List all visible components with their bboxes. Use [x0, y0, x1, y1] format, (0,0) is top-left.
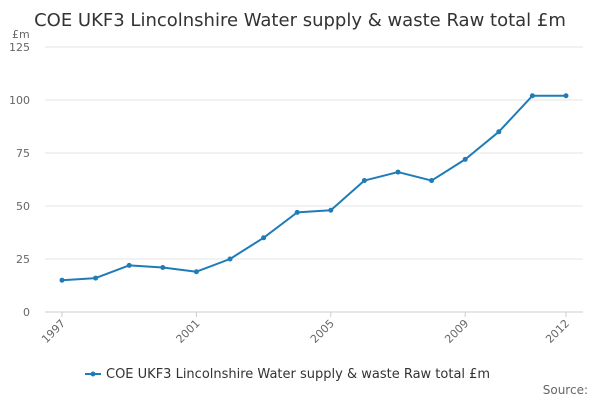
- data-point[interactable]: [261, 235, 267, 241]
- x-tick-label: 1997: [39, 317, 68, 346]
- x-tick-label: 2012: [543, 317, 572, 346]
- legend-point-marker: [90, 371, 96, 377]
- data-point[interactable]: [563, 93, 569, 99]
- x-tick-label: 2005: [308, 317, 337, 346]
- y-axis-label: £m: [12, 28, 30, 41]
- x-tick-label: 2001: [174, 317, 203, 346]
- data-point[interactable]: [361, 178, 367, 184]
- x-tick-label: 2009: [442, 317, 471, 346]
- data-point[interactable]: [193, 269, 199, 275]
- data-point[interactable]: [93, 275, 99, 281]
- data-point[interactable]: [59, 277, 65, 283]
- data-point[interactable]: [429, 178, 435, 184]
- series-line: [61, 94, 566, 282]
- gridlines: [45, 46, 583, 260]
- y-tick-label: 50: [16, 200, 30, 213]
- data-point[interactable]: [328, 207, 334, 213]
- data-point[interactable]: [462, 156, 468, 162]
- data-point[interactable]: [529, 93, 535, 99]
- y-tick-label: 100: [9, 94, 30, 107]
- x-axis-ticks: 1997 2001 2005 2009 2012: [39, 312, 572, 346]
- y-tick-label: 125: [9, 41, 30, 54]
- data-point[interactable]: [294, 209, 300, 215]
- y-tick-label: 0: [23, 306, 30, 319]
- legend-label: COE UKF3 Lincolnshire Water supply & was…: [106, 367, 490, 382]
- chart-title: COE UKF3 Lincolnshire Water supply & was…: [34, 10, 566, 31]
- data-point[interactable]: [126, 262, 132, 268]
- data-point[interactable]: [227, 256, 233, 262]
- data-point[interactable]: [496, 129, 502, 135]
- data-point[interactable]: [160, 264, 166, 270]
- y-tick-label: 25: [16, 253, 30, 266]
- series-group: [59, 93, 569, 283]
- y-tick-label: 75: [16, 147, 30, 160]
- source-label: Source:: [543, 383, 588, 397]
- data-point[interactable]: [395, 169, 401, 175]
- legend[interactable]: COE UKF3 Lincolnshire Water supply & was…: [85, 367, 490, 382]
- y-axis-ticks: 0 25 50 75 100 125: [9, 41, 30, 319]
